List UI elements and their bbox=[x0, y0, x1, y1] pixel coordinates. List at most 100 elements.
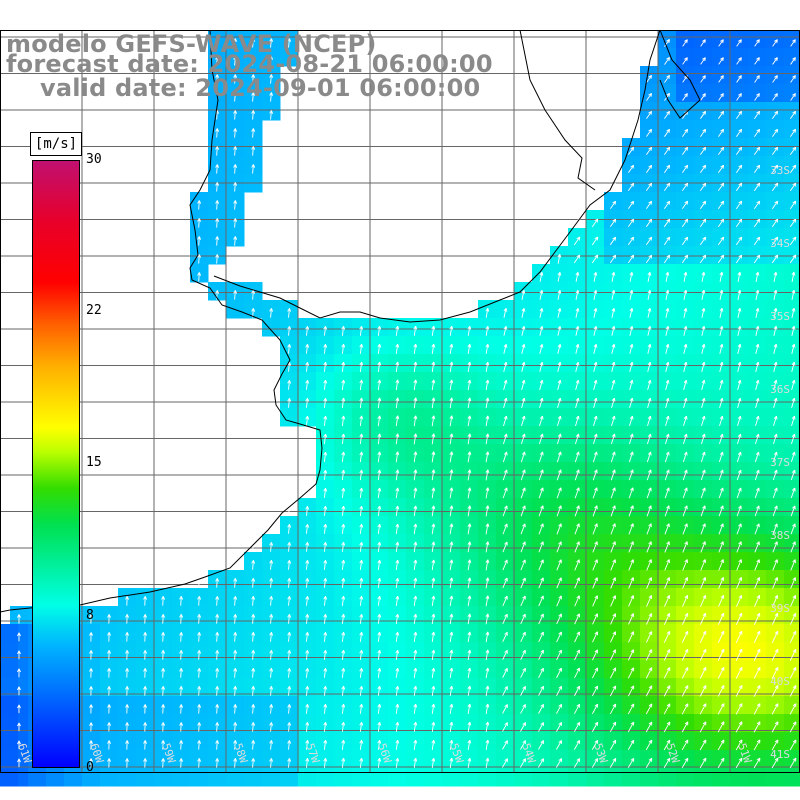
wind-arrow bbox=[431, 487, 436, 499]
wind-arrow bbox=[197, 614, 202, 624]
wind-arrow bbox=[467, 541, 472, 553]
wind-arrow bbox=[287, 704, 292, 714]
wind-arrow bbox=[573, 236, 581, 246]
wind-arrow bbox=[520, 505, 526, 517]
speed-cell bbox=[784, 282, 800, 301]
wind-arrow bbox=[682, 577, 689, 589]
wind-arrow bbox=[359, 631, 364, 642]
wind-arrow bbox=[179, 704, 184, 714]
wind-arrow bbox=[520, 686, 526, 696]
speed-cell bbox=[64, 768, 83, 787]
wind-arrow bbox=[89, 704, 93, 714]
wind-arrow bbox=[718, 469, 724, 481]
wind-arrow bbox=[305, 542, 310, 552]
speed-cell bbox=[694, 246, 713, 265]
wind-arrow bbox=[701, 343, 706, 354]
wind-arrow bbox=[717, 703, 725, 715]
wind-arrow bbox=[592, 433, 598, 445]
wind-arrow bbox=[125, 740, 129, 750]
wind-arrow bbox=[377, 703, 382, 714]
wind-arrow bbox=[754, 75, 760, 83]
wind-arrow bbox=[718, 146, 725, 156]
wind-arrow bbox=[665, 361, 670, 372]
wind-arrow bbox=[755, 415, 760, 427]
wind-arrow bbox=[539, 289, 544, 300]
wind-arrow bbox=[735, 182, 743, 192]
speed-cell bbox=[766, 750, 785, 769]
wind-arrow bbox=[771, 218, 779, 228]
wind-arrow bbox=[700, 57, 706, 65]
speed-cell bbox=[784, 768, 800, 787]
wind-arrow bbox=[556, 451, 562, 463]
speed-cell bbox=[154, 768, 173, 787]
wind-arrow bbox=[681, 703, 689, 715]
wind-arrow bbox=[665, 343, 670, 354]
wind-arrow bbox=[629, 325, 634, 336]
wind-arrow bbox=[557, 253, 562, 264]
wind-arrow bbox=[592, 505, 598, 517]
wind-arrow bbox=[431, 379, 436, 391]
speed-cell bbox=[676, 120, 695, 139]
wind-arrow bbox=[341, 595, 346, 606]
wind-arrow bbox=[753, 200, 761, 210]
wind-arrow bbox=[17, 668, 21, 678]
wind-arrow bbox=[215, 686, 220, 696]
wind-arrow bbox=[341, 343, 346, 354]
wind-arrow bbox=[717, 666, 725, 679]
speed-cell bbox=[586, 750, 605, 769]
wind-arrow bbox=[627, 200, 635, 210]
wind-arrow bbox=[773, 379, 778, 390]
wind-arrow bbox=[592, 631, 598, 643]
wind-arrow bbox=[502, 469, 508, 481]
wind-arrow bbox=[647, 325, 652, 336]
wind-arrow bbox=[663, 182, 671, 192]
wind-arrow bbox=[143, 614, 148, 624]
wind-arrow bbox=[682, 595, 689, 607]
wind-arrow bbox=[287, 398, 292, 408]
wind-arrow bbox=[682, 93, 688, 101]
wind-arrow bbox=[215, 668, 220, 678]
wind-arrow bbox=[609, 236, 617, 246]
wind-arrow bbox=[790, 577, 796, 589]
speed-cell bbox=[712, 768, 731, 787]
wind-arrow bbox=[377, 577, 382, 588]
wind-arrow bbox=[395, 487, 400, 499]
wind-arrow bbox=[701, 325, 706, 336]
wind-arrow bbox=[699, 757, 707, 769]
speed-cell bbox=[784, 102, 800, 121]
wind-arrow bbox=[609, 254, 617, 264]
wind-arrow bbox=[627, 721, 635, 733]
wind-arrow bbox=[17, 722, 21, 732]
wind-arrow bbox=[305, 739, 310, 750]
wind-arrow bbox=[699, 164, 707, 174]
wind-arrow bbox=[413, 685, 418, 696]
wind-arrow bbox=[467, 667, 472, 679]
wind-arrow bbox=[645, 236, 653, 246]
wind-arrow bbox=[681, 236, 689, 246]
wind-arrow bbox=[413, 343, 418, 354]
wind-arrow bbox=[287, 362, 292, 372]
wind-arrow bbox=[395, 469, 400, 481]
speed-cell bbox=[586, 768, 605, 787]
wind-arrow bbox=[215, 56, 220, 66]
wind-arrow bbox=[663, 667, 671, 679]
wind-arrow bbox=[197, 722, 202, 732]
wind-arrow bbox=[663, 721, 671, 733]
wind-arrow bbox=[574, 595, 580, 607]
wind-arrow bbox=[305, 362, 310, 372]
wind-arrow bbox=[215, 164, 220, 174]
wind-arrow bbox=[502, 704, 508, 714]
wind-arrow bbox=[251, 290, 256, 300]
wind-arrow bbox=[592, 559, 598, 571]
wind-arrow bbox=[789, 721, 797, 733]
wind-arrow bbox=[754, 93, 760, 101]
wind-arrow bbox=[718, 93, 724, 101]
wind-arrow bbox=[215, 632, 220, 642]
speed-cell bbox=[406, 768, 425, 787]
wind-arrow bbox=[556, 595, 562, 607]
wind-arrow bbox=[215, 146, 220, 156]
wind-arrow bbox=[233, 110, 238, 120]
speed-cell bbox=[622, 192, 641, 211]
wind-arrow bbox=[717, 218, 725, 228]
wind-arrow bbox=[341, 613, 346, 624]
